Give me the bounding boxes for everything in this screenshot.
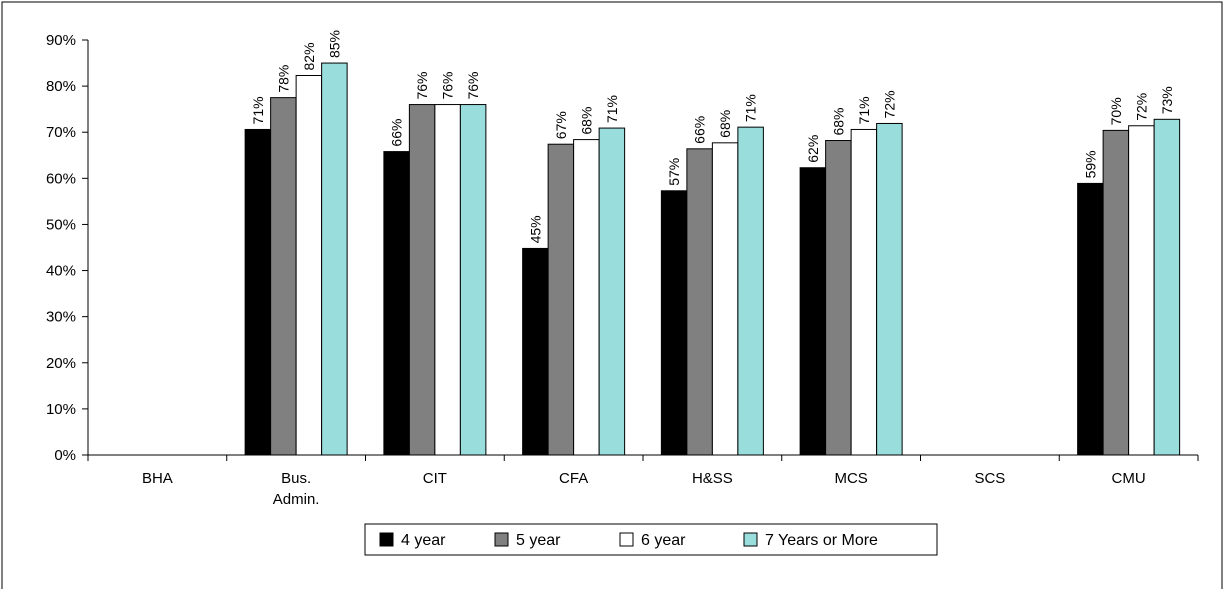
data-label: 72% [881, 90, 897, 118]
data-label: 78% [275, 65, 291, 93]
legend-label: 4 year [401, 532, 446, 549]
legend-swatch [379, 532, 394, 547]
x-category-label: SCS [974, 470, 1005, 487]
bar [459, 104, 487, 456]
bar [825, 140, 852, 456]
data-label: 76% [414, 72, 430, 100]
bar [1153, 118, 1181, 456]
bar [1128, 125, 1155, 456]
y-tick-label: 30% [46, 309, 76, 326]
bar [522, 247, 549, 456]
bar [573, 139, 600, 456]
bar [1102, 129, 1130, 456]
legend-swatch [743, 532, 758, 547]
bar [660, 190, 688, 456]
y-tick-label: 40% [46, 263, 76, 280]
legend-label: 5 year [516, 532, 561, 549]
bar [737, 126, 764, 456]
y-tick-label: 0% [54, 447, 76, 464]
y-tick-label: 60% [46, 170, 76, 187]
legend-swatch [494, 532, 509, 547]
y-tick-label: 20% [46, 355, 76, 372]
legend-label: 6 year [641, 532, 686, 549]
bar [321, 62, 348, 456]
x-axis: BHA Bus. Admin. CIT CFA H&SS MCS SCS CMU [87, 454, 1199, 508]
bar [408, 104, 436, 456]
data-label: 67% [553, 111, 569, 139]
bar [686, 148, 713, 456]
data-label: 82% [301, 42, 317, 70]
bar [799, 167, 827, 456]
legend-box [364, 523, 938, 556]
data-label: 76% [440, 72, 456, 100]
data-label: 68% [717, 110, 733, 138]
bar [244, 128, 272, 456]
y-tick-label: 50% [46, 216, 76, 233]
data-label: 68% [830, 107, 846, 135]
bar [876, 122, 903, 456]
data-label: 59% [1082, 150, 1098, 178]
y-tick-label: 90% [46, 32, 76, 49]
bar [383, 151, 410, 456]
data-labels: 71% 78% 82% 85% 66% 76% 76% 76% 45% 67% 68% 71% 57% 6… [250, 30, 1175, 243]
data-label: 71% [743, 94, 759, 122]
bar [295, 75, 323, 456]
data-label: 57% [666, 158, 682, 186]
bar [711, 142, 739, 456]
bar [598, 127, 626, 456]
data-label: 66% [389, 119, 405, 147]
x-category-label: BHA [142, 470, 173, 487]
x-category-label: H&SS [692, 470, 733, 487]
legend: 4 year 5 year 6 year 7 Years or More [364, 523, 938, 556]
data-label: 72% [1133, 93, 1149, 121]
data-label: 71% [856, 96, 872, 124]
x-category-label: CFA [559, 470, 588, 487]
x-category-label: CIT [423, 470, 447, 487]
data-label: 68% [578, 107, 594, 135]
data-label: 76% [465, 72, 481, 100]
bar [270, 97, 297, 456]
data-label: 73% [1159, 86, 1175, 114]
data-label: 45% [527, 215, 543, 243]
x-category-label: CMU [1112, 470, 1146, 487]
legend-swatch [619, 532, 634, 547]
data-label: 71% [604, 95, 620, 123]
data-label: 66% [692, 116, 708, 144]
y-tick-label: 70% [46, 124, 76, 141]
data-label: 85% [326, 30, 342, 58]
y-tick-label: 10% [46, 401, 76, 418]
data-label: 71% [250, 96, 266, 124]
bars [244, 62, 1181, 456]
bar [434, 104, 461, 456]
legend-label: 7 Years or More [765, 532, 878, 549]
bar [1077, 182, 1104, 456]
bar [547, 143, 575, 456]
bar [850, 128, 878, 456]
y-tick-label: 80% [46, 78, 76, 95]
y-axis: 0% 10% 20% 30% 40% 50% 60% 70% 80% 90% [46, 32, 89, 464]
x-category-label: Bus. Admin. [273, 470, 320, 508]
data-label: 70% [1108, 97, 1124, 125]
x-category-label: MCS [834, 470, 867, 487]
data-label: 62% [805, 135, 821, 163]
